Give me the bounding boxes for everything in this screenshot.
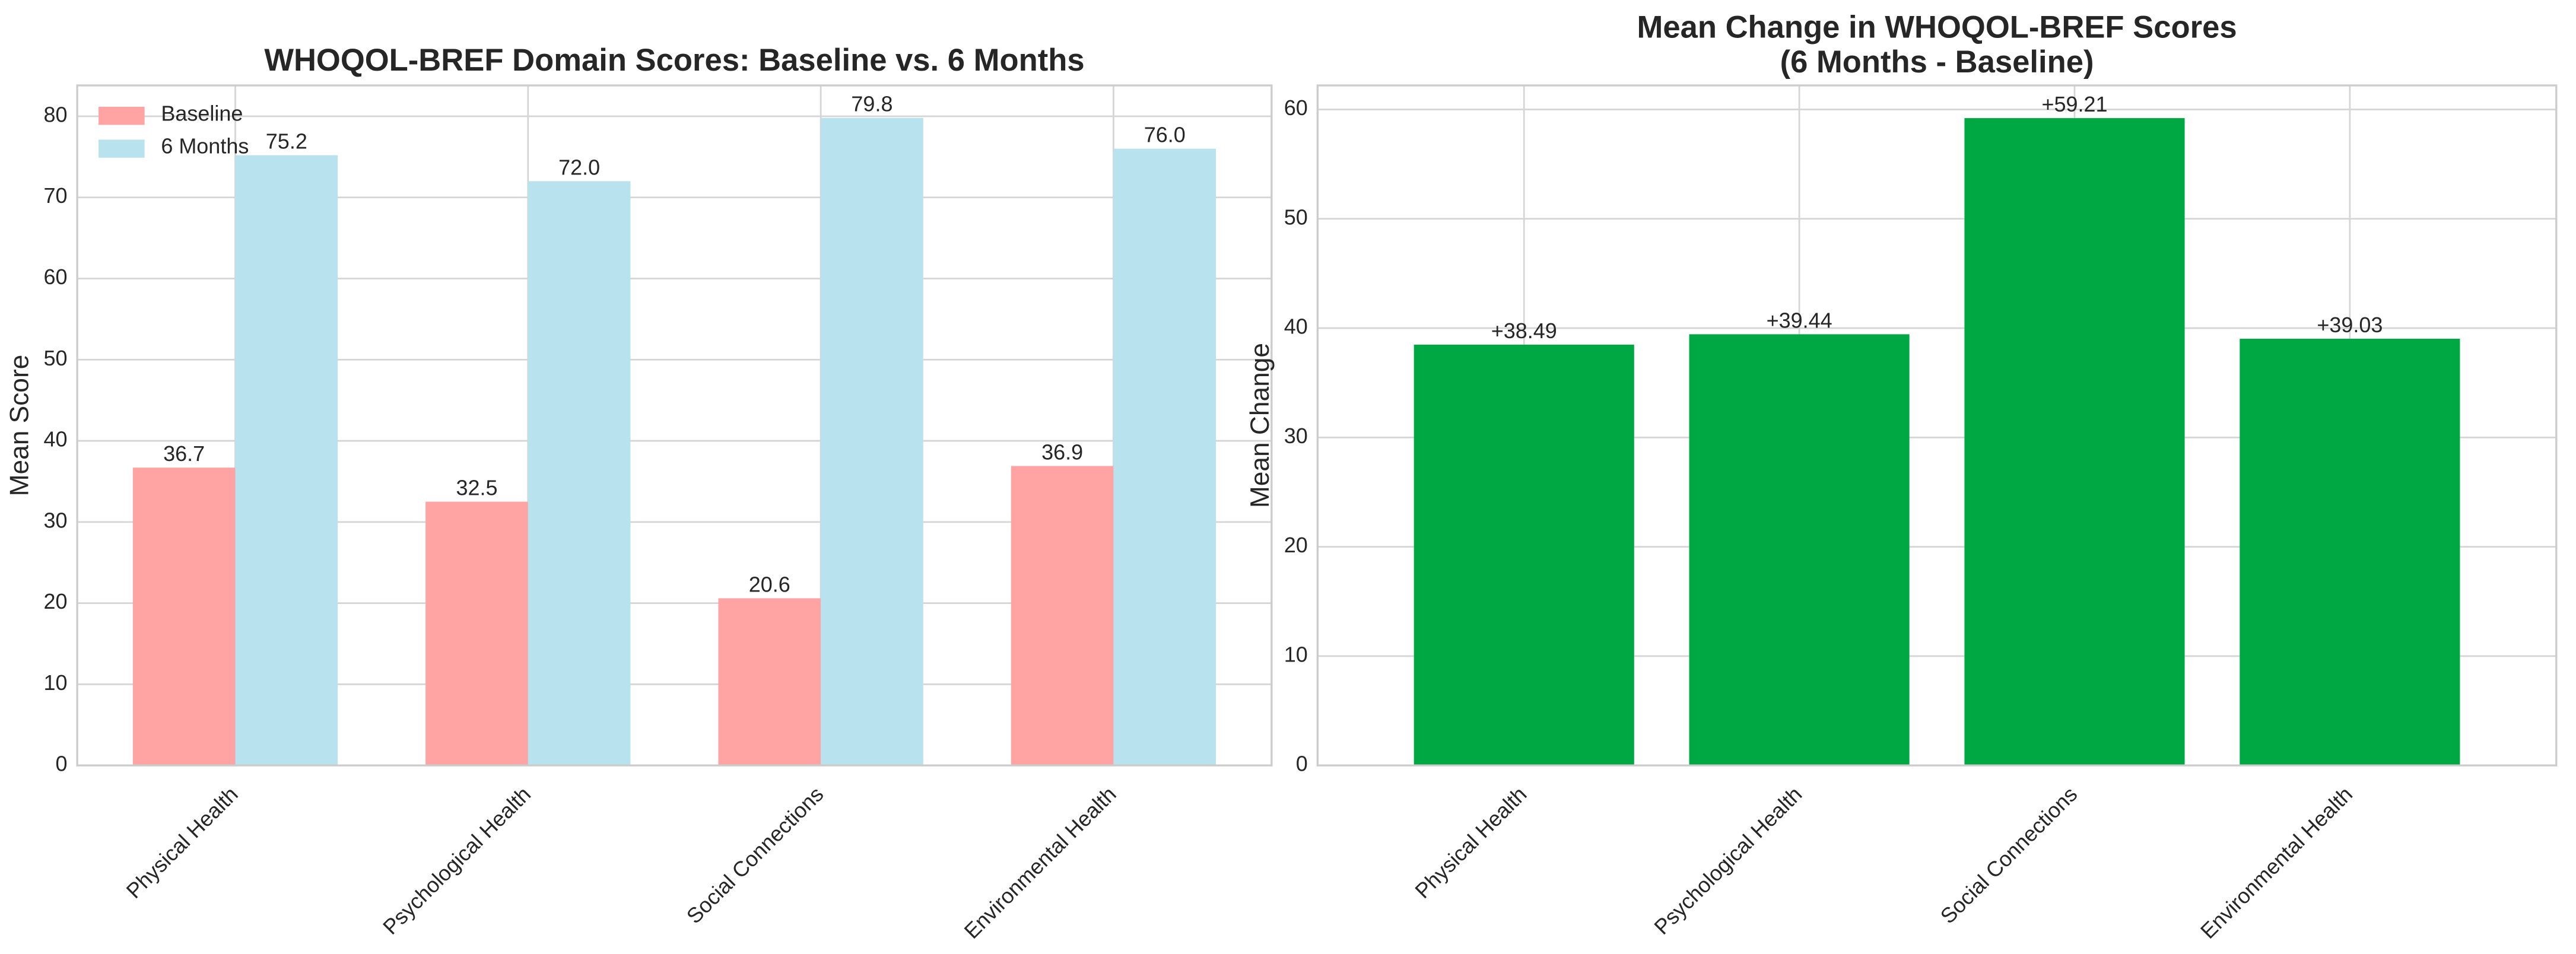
value-label: +38.49 [1491,319,1557,343]
legend-swatch [99,139,145,158]
y-tick-label: 30 [1284,424,1308,448]
value-label: +59.21 [2041,92,2107,116]
bar [1964,118,2185,766]
axes-frame [76,84,1273,767]
value-label: 32.5 [456,476,497,500]
y-tick-label: 80 [43,102,67,126]
value-label: +39.03 [2317,313,2383,337]
chart-title: WHOQOL-BREF Domain Scores: Baseline vs. … [264,43,1084,78]
bar [528,181,631,766]
axes-frame [1316,84,2558,767]
y-tick-label: 50 [1284,205,1308,229]
y-tick-label: 60 [1284,96,1308,120]
bar [821,117,923,766]
value-label: 36.9 [1041,440,1083,464]
y-axis-label: Mean Score [5,355,34,497]
bar [425,501,528,766]
y-tick-label: 70 [43,183,67,208]
value-label: 72.0 [558,155,600,179]
legend-label: 6 Months [161,134,249,158]
legend-swatch [99,106,145,125]
y-tick-label: 30 [43,508,67,532]
y-tick-label: 10 [1284,642,1308,666]
bar [1011,466,1114,766]
y-tick-label: 20 [43,589,67,613]
y-tick-label: 0 [55,752,67,776]
legend-label: Baseline [161,101,243,125]
value-label: +39.44 [1767,308,1832,332]
chart-title: Mean Change in WHOQOL-BREF Scores [1637,10,2237,45]
value-label: 75.2 [266,129,307,154]
bar [235,155,338,766]
value-label: 79.8 [851,92,892,116]
chart-title: (6 Months - Baseline) [1780,44,2094,80]
value-label: 36.7 [163,441,205,466]
y-tick-label: 0 [1296,752,1308,776]
bar [1414,344,1634,766]
bar [1113,148,1216,766]
y-tick-label: 60 [43,265,67,289]
y-axis-label: Mean Change [1246,343,1275,508]
bar [132,468,236,766]
bar [1689,334,1910,766]
y-tick-label: 40 [1284,314,1308,339]
y-tick-label: 10 [43,670,67,695]
bar [2240,338,2460,766]
value-label: 20.6 [749,572,790,596]
y-tick-label: 20 [1284,533,1308,557]
y-tick-label: 40 [43,427,67,451]
y-tick-label: 50 [43,346,67,370]
value-label: 76.0 [1144,123,1186,147]
bar [718,598,821,766]
